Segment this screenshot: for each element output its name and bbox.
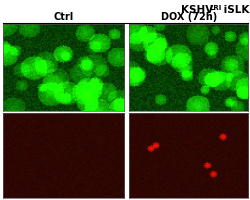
Text: KSHV: KSHV	[180, 5, 212, 15]
Text: iSLK cells: iSLK cells	[219, 5, 250, 15]
Text: DOX (72h): DOX (72h)	[160, 12, 216, 22]
Text: LRI: LRI	[209, 5, 221, 11]
Text: Ctrl: Ctrl	[53, 12, 73, 22]
